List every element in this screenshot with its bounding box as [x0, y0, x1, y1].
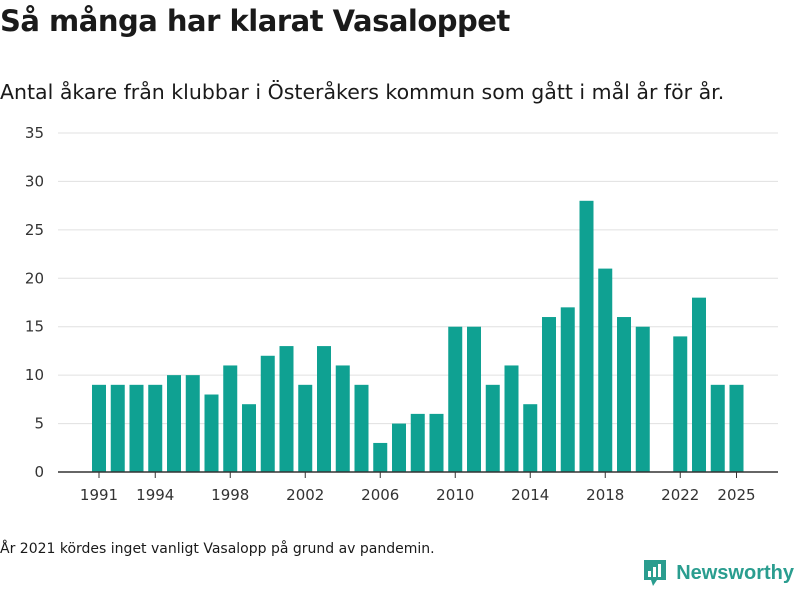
bar-2025 [729, 384, 744, 472]
bar-1991 [92, 384, 106, 472]
chart-title: Så många har klarat Vasaloppet [0, 4, 510, 38]
bar-1996 [185, 375, 200, 472]
x-tick-label-2006: 2006 [361, 486, 399, 504]
x-tick-label-1991: 1991 [80, 486, 118, 504]
brand-name: Newsworthy [676, 561, 794, 584]
x-tick-label-2010: 2010 [436, 486, 474, 504]
bar-2006 [373, 442, 388, 472]
bar-2017 [579, 200, 594, 473]
bar-2000 [260, 355, 275, 472]
x-tick-label-2002: 2002 [286, 486, 324, 504]
y-tick-label-0: 0 [34, 463, 44, 481]
bar-2018 [598, 268, 613, 472]
brand-logo: Newsworthy [642, 558, 794, 588]
footnote: År 2021 kördes inget vanligt Vasalopp på… [0, 541, 435, 557]
bar-2012 [485, 384, 500, 472]
bar-2009 [429, 413, 444, 472]
x-tick-label-2022: 2022 [661, 486, 699, 504]
bar-2016 [560, 307, 575, 472]
bar-2008 [410, 413, 425, 472]
y-tick-label-10: 10 [25, 366, 44, 384]
x-tick-label-2025: 2025 [717, 486, 755, 504]
y-tick-label-25: 25 [25, 221, 44, 239]
chart-subtitle: Antal åkare från klubbar i Österåkers ko… [0, 80, 725, 104]
bar-2019 [617, 317, 631, 472]
bar-2003 [317, 346, 331, 472]
bar-2004 [335, 365, 350, 472]
x-tick-label-1998: 1998 [211, 486, 249, 504]
bar-1999 [242, 404, 256, 472]
bar-2024 [710, 384, 725, 472]
y-tick-label-30: 30 [25, 172, 44, 190]
x-tick-label-1994: 1994 [136, 486, 174, 504]
bar-1993 [129, 384, 144, 472]
bar-1994 [148, 384, 163, 472]
bar-2011 [467, 326, 481, 472]
bar-2015 [542, 317, 556, 472]
y-tick-label-35: 35 [25, 124, 44, 142]
y-tick-label-20: 20 [25, 269, 44, 287]
bar-1992 [110, 384, 125, 472]
newsworthy-logo-icon [644, 560, 667, 586]
x-tick-label-2018: 2018 [586, 486, 624, 504]
bar-2022 [673, 336, 688, 472]
bar-2005 [354, 384, 369, 472]
bar-2002 [298, 384, 313, 472]
bar-2007 [392, 423, 406, 472]
bar-2023 [692, 297, 706, 472]
y-tick-label-15: 15 [25, 318, 44, 336]
bar-2001 [279, 346, 294, 472]
bar-2020 [635, 326, 650, 472]
bar-2013 [504, 365, 519, 472]
bar-2010 [448, 326, 463, 472]
x-tick-label-2014: 2014 [511, 486, 549, 504]
bar-1995 [167, 375, 181, 472]
bar-1997 [204, 394, 219, 472]
y-tick-label-5: 5 [34, 415, 44, 433]
bar-1998 [223, 365, 238, 472]
bar-2014 [523, 404, 538, 472]
